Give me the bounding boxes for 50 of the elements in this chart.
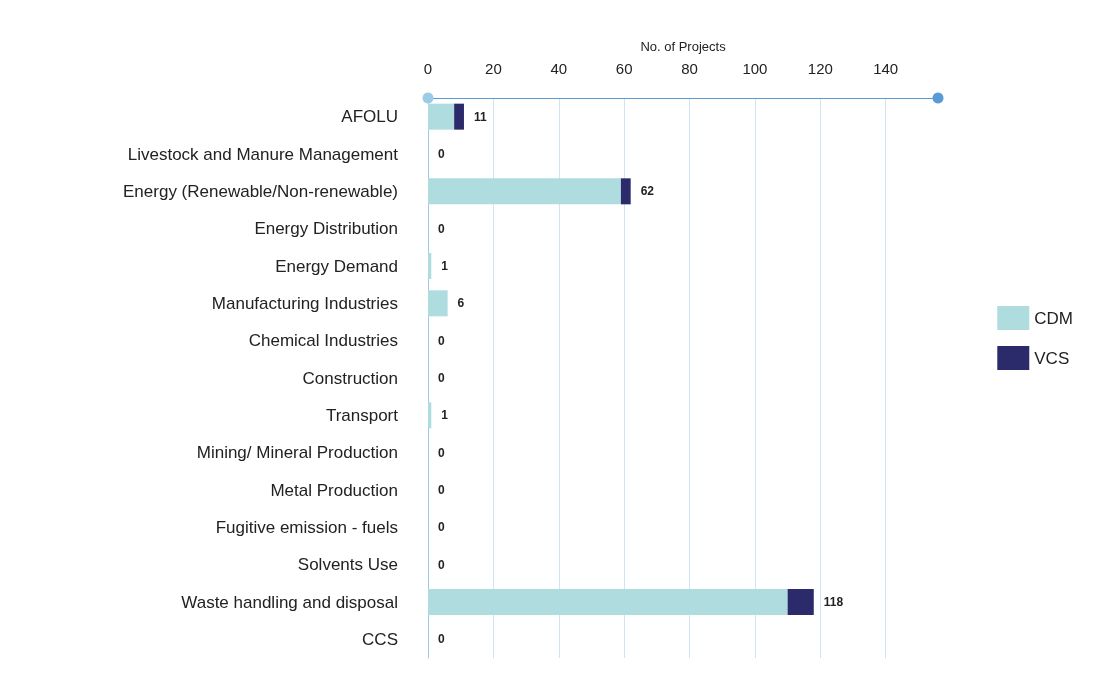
total-label: 0 — [438, 557, 445, 572]
y-tick-label: CCS — [362, 629, 398, 649]
total-label: 0 — [438, 632, 445, 647]
x-axis-title: No. of Projects — [640, 39, 727, 54]
bar — [787, 589, 814, 615]
total-label: 0 — [438, 221, 445, 236]
x-tick-label: 140 — [873, 60, 899, 77]
bar — [454, 103, 464, 130]
y-tick-label: Mining/ Mineral Production — [196, 443, 398, 463]
x-tick-label: 60 — [615, 60, 633, 77]
bar — [428, 589, 788, 615]
y-tick-label: Metal Production — [270, 480, 398, 500]
y-tick-label: Manufacturing Industries — [211, 293, 398, 313]
total-label: 1 — [441, 259, 449, 273]
total-label: 0 — [438, 147, 445, 161]
bar — [428, 253, 432, 279]
y-tick-label: Energy Demand — [275, 256, 398, 276]
bar — [428, 103, 455, 130]
y-tick-label: Livestock and Manure Management — [127, 144, 399, 164]
x-tick-label: 120 — [807, 60, 833, 77]
total-label: 1 — [441, 408, 449, 423]
total-label: 6 — [457, 296, 465, 311]
total-label: 0 — [438, 371, 445, 385]
total-label: 0 — [438, 445, 445, 460]
y-tick-label: Construction — [302, 368, 398, 388]
y-tick-label: Energy (Renewable/Non-renewable) — [123, 181, 398, 201]
y-tick-label: Energy Distribution — [254, 219, 398, 239]
bar — [428, 178, 621, 205]
total-label: 62 — [640, 184, 655, 199]
total-label: 0 — [438, 520, 445, 535]
x-tick-label: 100 — [742, 60, 768, 77]
y-tick-label: Waste handling and disposal — [181, 592, 398, 612]
y-tick-label: Transport — [325, 405, 399, 425]
x-tick-label: 80 — [681, 60, 698, 77]
x-tick-label: 20 — [485, 60, 502, 77]
legend-label: CDM — [1034, 308, 1073, 328]
total-label: 11 — [473, 109, 487, 124]
total-label: 0 — [438, 483, 445, 497]
x-tick-label: 0 — [423, 60, 433, 77]
total-label: 0 — [438, 333, 445, 348]
y-tick-label: Solvents Use — [297, 555, 398, 575]
total-label: 118 — [823, 595, 844, 609]
y-tick-label: Chemical Industries — [248, 331, 398, 351]
bar — [620, 178, 631, 205]
y-tick-label: Fugitive emission - fuels — [215, 517, 398, 537]
bar — [428, 290, 448, 317]
y-tick-label: AFOLU — [341, 107, 398, 127]
legend-label: VCS — [1034, 348, 1070, 368]
x-tick-label: 40 — [550, 60, 568, 77]
bar — [428, 402, 432, 429]
